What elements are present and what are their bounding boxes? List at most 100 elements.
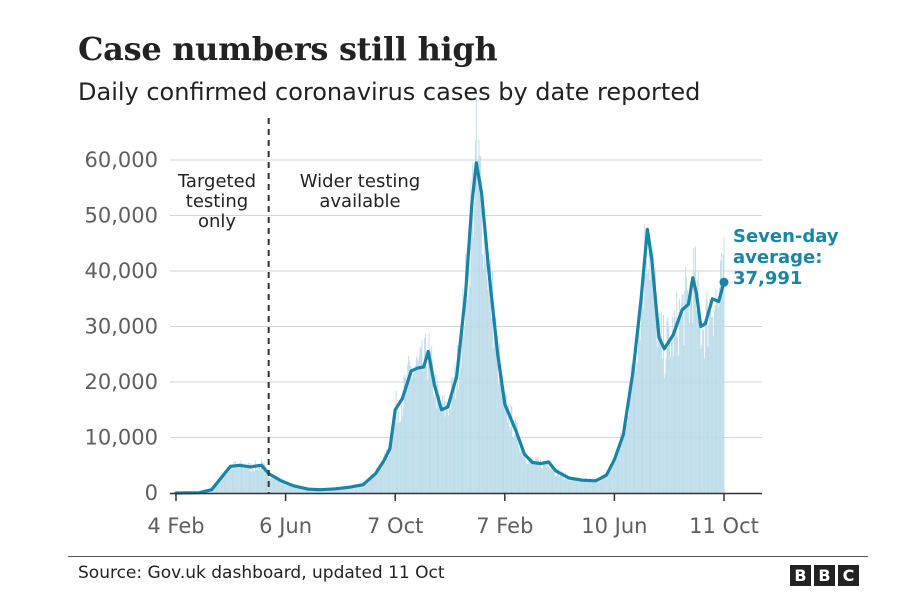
daily-bar (335, 489, 337, 493)
y-tick-label: 0 (145, 481, 158, 505)
daily-bar (719, 260, 721, 493)
x-tick-label: 6 Jun (259, 514, 312, 538)
daily-bar (586, 479, 588, 493)
daily-bar (403, 374, 405, 493)
daily-bar (458, 389, 459, 493)
daily-bar (692, 322, 694, 493)
daily-bar (677, 336, 679, 493)
daily-bar (657, 318, 659, 493)
daily-bar (688, 323, 690, 493)
daily-bar (390, 449, 392, 493)
daily-bar (711, 317, 712, 493)
daily-bar (392, 418, 394, 493)
daily-bar (218, 482, 220, 493)
daily-bar (479, 155, 481, 493)
daily-bar (506, 395, 508, 493)
daily-bar (247, 463, 249, 493)
daily-bar (281, 483, 283, 493)
daily-bar (604, 473, 606, 493)
daily-bar (374, 476, 376, 493)
daily-bar (469, 285, 471, 493)
daily-bar (473, 237, 475, 493)
seven-day-average-line (174, 161, 726, 495)
daily-bar (658, 321, 660, 493)
daily-bar (321, 489, 323, 493)
daily-bar (339, 488, 341, 493)
daily-bar (640, 287, 642, 493)
daily-bar (597, 481, 599, 493)
daily-bar (379, 467, 381, 493)
daily-bar (296, 486, 298, 493)
daily-bar (425, 366, 427, 493)
daily-bar (434, 374, 436, 493)
daily-bar (636, 362, 638, 493)
daily-bar (409, 365, 411, 493)
daily-bar (422, 370, 424, 493)
daily-bar (633, 371, 635, 493)
daily-bar (707, 346, 709, 493)
daily-bar (340, 488, 342, 493)
daily-bar (333, 488, 335, 493)
daily-bar (380, 466, 382, 493)
daily-bar (520, 444, 522, 493)
daily-bar (600, 477, 602, 493)
daily-bar (344, 488, 346, 493)
daily-bar (270, 478, 271, 493)
daily-bar (627, 416, 629, 493)
daily-bar (575, 479, 577, 493)
daily-bar (492, 348, 494, 493)
daily-bar (671, 317, 673, 493)
daily-bar (665, 358, 667, 493)
daily-bar (420, 348, 422, 493)
daily-bar (483, 208, 485, 494)
daily-bar (414, 369, 416, 493)
daily-bar (231, 464, 233, 493)
daily-bar (398, 411, 400, 493)
daily-bar (560, 475, 562, 493)
daily-bar (317, 489, 319, 493)
daily-bar (273, 476, 275, 493)
daily-bar (424, 337, 426, 493)
daily-bar (580, 480, 582, 493)
daily-bar (466, 300, 468, 493)
daily-bar (301, 488, 303, 493)
daily-bar (662, 358, 663, 493)
daily-bar (292, 486, 294, 493)
daily-bar (214, 486, 216, 493)
daily-bar (702, 329, 704, 493)
daily-bar (670, 356, 671, 493)
daily-bar (294, 485, 296, 493)
daily-bar (535, 456, 537, 493)
daily-bar (612, 464, 614, 493)
daily-bar (496, 335, 498, 493)
daily-bar (557, 468, 559, 493)
daily-bar (672, 356, 674, 493)
daily-bar (556, 476, 557, 493)
daily-bar (713, 310, 715, 493)
daily-bar (423, 367, 425, 493)
daily-bar (507, 404, 509, 493)
daily-bar (656, 347, 658, 493)
daily-bar (632, 376, 634, 493)
daily-bar (500, 363, 502, 493)
daily-bar (378, 465, 380, 493)
daily-bar (533, 464, 535, 493)
daily-bar (634, 361, 636, 493)
daily-bar (428, 333, 430, 493)
daily-bar (342, 487, 344, 493)
daily-bar (572, 480, 573, 493)
daily-bar (437, 384, 439, 493)
daily-bar (453, 376, 455, 493)
daily-bar (251, 471, 253, 493)
daily-bar (589, 481, 590, 493)
daily-bar (541, 469, 543, 493)
daily-bar (505, 390, 507, 493)
daily-bar (230, 465, 232, 493)
daily-bar (349, 487, 351, 493)
daily-bar (519, 452, 521, 493)
daily-bar (314, 489, 316, 493)
bbc-logo: B B C (790, 565, 859, 586)
daily-bar (316, 489, 318, 493)
daily-bar (585, 477, 587, 493)
daily-bar (550, 467, 552, 493)
